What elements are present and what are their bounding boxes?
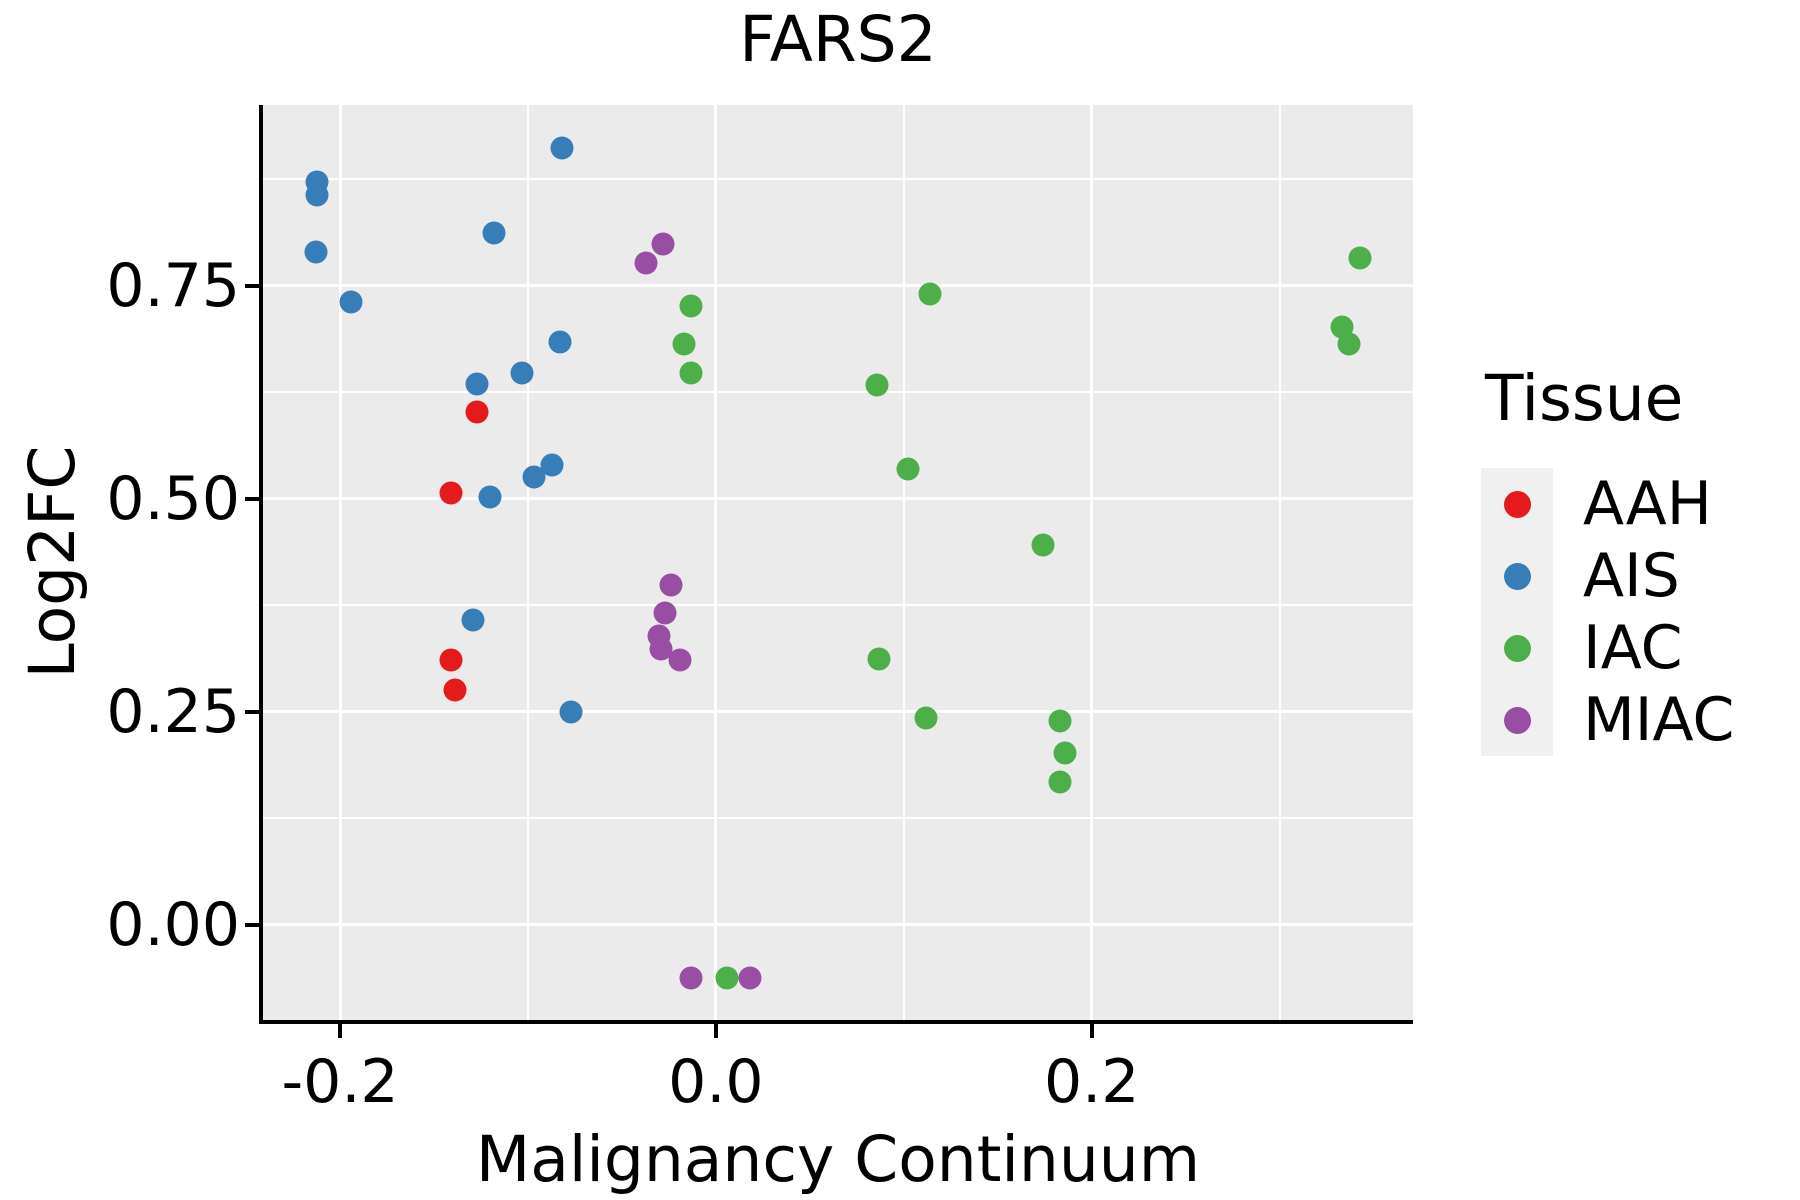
y-tick-mark [245, 496, 259, 501]
x-tick-mark [1089, 1024, 1094, 1038]
legend-items: AAH AIS IAC MIAC [1481, 468, 1791, 756]
point-miac [653, 601, 677, 625]
miac-legend-dot-icon [1503, 706, 1531, 734]
point-iac [1031, 533, 1055, 557]
point-ais [522, 465, 546, 489]
x-axis-line [259, 1020, 1413, 1024]
point-ais [510, 361, 534, 384]
iac-legend-dot-icon [1503, 634, 1531, 662]
y-tick-label: 0.75 [106, 250, 240, 321]
point-aah [465, 400, 489, 424]
point-ais [482, 221, 506, 245]
point-miac [679, 966, 703, 990]
minor-gridline-y [263, 178, 1413, 181]
legend-label-aah: AAH [1583, 469, 1712, 539]
major-gridline-y [263, 284, 1413, 288]
legend-label-ais: AIS [1583, 541, 1680, 611]
minor-gridline-x [902, 105, 905, 1020]
point-aah [443, 678, 467, 702]
x-tick-mark [713, 1024, 718, 1038]
point-ais [540, 453, 564, 477]
x-tick-label: 0.2 [1043, 1047, 1140, 1117]
x-tick-mark [338, 1024, 343, 1038]
point-iac [896, 457, 920, 481]
point-miac [668, 648, 692, 672]
y-tick-mark [245, 709, 259, 714]
point-ais [465, 372, 489, 396]
point-iac [914, 706, 938, 730]
legend-item-iac: IAC [1481, 612, 1791, 684]
point-ais [461, 608, 485, 632]
legend-label-iac: IAC [1583, 613, 1683, 683]
ais-legend-dot-icon [1503, 562, 1531, 590]
major-gridline-x [338, 105, 342, 1020]
legend-key [1481, 540, 1553, 612]
point-iac [867, 647, 891, 671]
legend-item-aah: AAH [1481, 468, 1791, 540]
point-iac [865, 373, 889, 397]
point-ais [548, 330, 572, 354]
point-miac [649, 637, 673, 661]
plot-panel [263, 105, 1413, 1020]
major-gridline-y [263, 497, 1413, 501]
point-iac [1337, 332, 1361, 356]
minor-gridline-x [1278, 105, 1281, 1020]
legend-label-miac: MIAC [1583, 685, 1735, 755]
major-gridline-x [1090, 105, 1094, 1020]
minor-gridline-y [263, 817, 1413, 820]
point-iac [1330, 315, 1354, 338]
point-iac [1048, 770, 1072, 794]
y-tick-mark [245, 922, 259, 927]
point-ais [478, 485, 502, 509]
point-iac [1348, 246, 1372, 269]
legend-key [1481, 684, 1553, 756]
legend-item-miac: MIAC [1481, 684, 1791, 756]
x-axis-title: Malignancy Continuum [475, 1123, 1201, 1196]
minor-gridline-y [263, 391, 1413, 394]
x-tick-label: -0.2 [281, 1047, 399, 1117]
legend: Tissue AAH AIS IAC MIAC [1481, 362, 1791, 756]
point-iac [1053, 741, 1077, 765]
minor-gridline-x [526, 105, 529, 1020]
major-gridline-y [263, 710, 1413, 714]
legend-title: Tissue [1485, 362, 1684, 435]
y-axis-line [259, 105, 263, 1024]
point-iac [1048, 709, 1072, 733]
point-aah [439, 648, 463, 672]
point-ais [304, 240, 328, 264]
point-iac [672, 332, 696, 356]
point-miac [634, 251, 658, 275]
point-iac [918, 282, 942, 306]
point-ais [339, 290, 363, 314]
y-tick-label: 0.50 [106, 463, 240, 534]
x-tick-label: 0.0 [668, 1047, 764, 1117]
aah-legend-dot-icon [1503, 490, 1531, 518]
legend-key [1481, 612, 1553, 684]
point-aah [439, 481, 463, 505]
point-iac [715, 966, 739, 990]
minor-gridline-y [263, 604, 1413, 607]
point-miac [659, 573, 683, 597]
y-tick-mark [245, 283, 259, 288]
legend-key [1481, 468, 1553, 540]
point-miac [651, 232, 675, 256]
y-tick-label: 0.25 [106, 676, 240, 747]
major-gridline-x [714, 105, 718, 1020]
point-iac [679, 361, 703, 384]
point-ais [559, 700, 583, 724]
point-miac [738, 966, 762, 990]
y-tick-label: 0.00 [106, 889, 240, 960]
legend-item-ais: AIS [1481, 540, 1791, 612]
major-gridline-y [263, 923, 1413, 927]
point-ais [305, 183, 329, 207]
plot-title: FARS2 [739, 3, 937, 76]
point-ais [550, 136, 574, 160]
point-iac [679, 294, 703, 318]
